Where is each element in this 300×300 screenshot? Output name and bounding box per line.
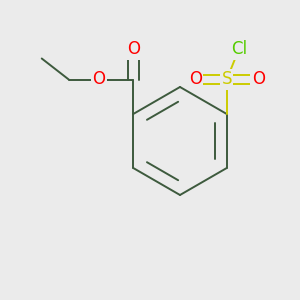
Text: S: S bbox=[221, 70, 232, 88]
Text: O: O bbox=[252, 70, 265, 88]
Text: O: O bbox=[189, 70, 202, 88]
Text: O: O bbox=[127, 40, 140, 58]
Text: Cl: Cl bbox=[231, 40, 247, 58]
Text: O: O bbox=[92, 70, 105, 88]
